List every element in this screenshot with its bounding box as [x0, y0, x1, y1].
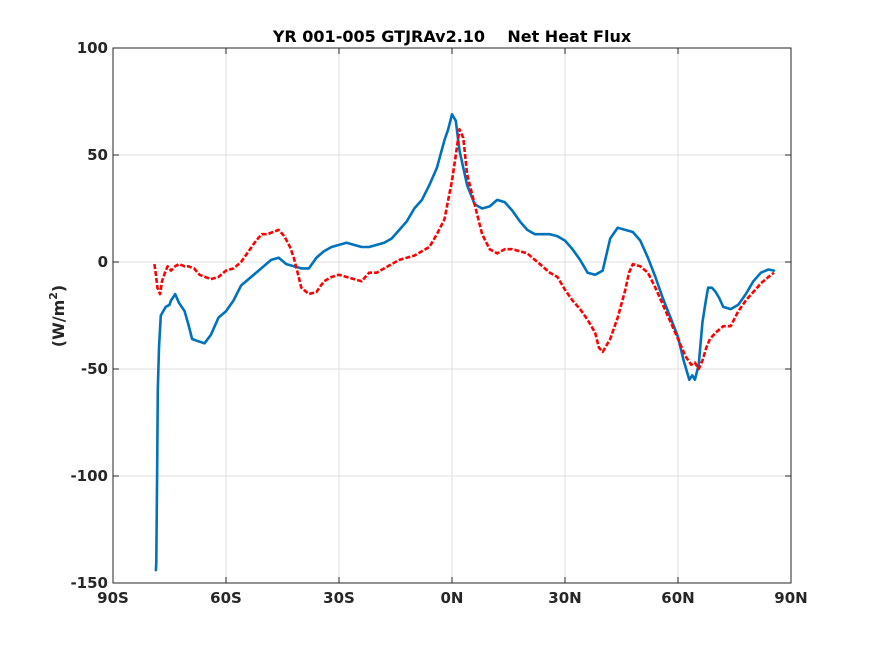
x-tick-label: 90S: [97, 589, 129, 607]
series-line-1: [154, 113, 776, 572]
chart-title: YR 001-005 GTJRAv2.10 Net Heat Flux: [272, 27, 632, 46]
tick-labels: 90S 60S 30S 0N 30N 60N 90N 100 50 0 -50 -100 -150: [70, 39, 807, 607]
x-tick-label: 60N: [661, 589, 694, 607]
y-tick-label: -150: [70, 574, 108, 592]
y-axis-label: (W/m2): [47, 285, 68, 347]
grid-lines: [113, 48, 791, 583]
y-tick-label: -100: [70, 467, 108, 485]
x-tick-label: 30S: [323, 589, 355, 607]
tick-marks: [112, 47, 792, 584]
y-tick-label: -50: [81, 360, 108, 378]
x-tick-label: 60S: [210, 589, 242, 607]
x-tick-label: 30N: [548, 589, 581, 607]
y-tick-label: 0: [98, 253, 108, 271]
y-axis-label-base: (W/m: [49, 300, 68, 347]
y-tick-label: 50: [87, 146, 108, 164]
x-tick-label: 0N: [441, 589, 464, 607]
plot-series: [153, 113, 776, 572]
y-axis-label-superscript: 2: [47, 292, 60, 300]
series-line-2: [153, 128, 775, 371]
y-axis-label-close: ): [49, 285, 68, 292]
y-tick-label: 100: [77, 39, 108, 57]
x-tick-label: 90N: [774, 589, 807, 607]
